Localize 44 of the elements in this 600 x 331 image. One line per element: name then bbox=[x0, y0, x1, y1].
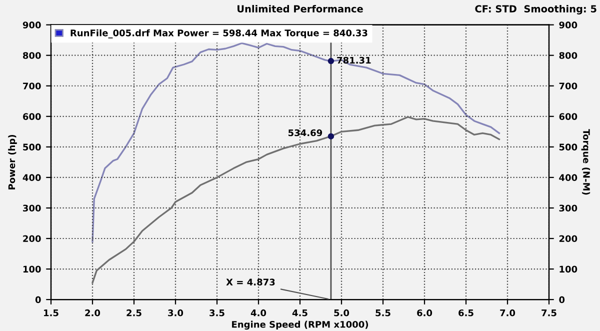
x-tick-label: 2.0 bbox=[85, 309, 100, 316]
y-tick-label: 500 bbox=[23, 144, 41, 150]
x-axis-title: Engine Speed (RPM x1000) bbox=[232, 320, 368, 330]
x-tick-label: 6.0 bbox=[417, 309, 432, 316]
y-tick-label: 400 bbox=[22, 174, 41, 182]
y2-tick-label: 300 bbox=[559, 204, 578, 212]
y2-tick-label: 500 bbox=[559, 144, 578, 150]
x-tick-label: 4.0 bbox=[250, 309, 266, 316]
y-tick-label: 100 bbox=[23, 266, 41, 273]
line-series bbox=[92, 116, 500, 284]
y2-tick-label: 800 bbox=[559, 52, 578, 59]
y-tick-label: 200 bbox=[23, 235, 41, 242]
x-tick-label: 1.5 bbox=[44, 310, 58, 316]
y-tick-label: 900 bbox=[22, 22, 41, 28]
y2-tick-label: 100 bbox=[560, 266, 578, 273]
legend-label: RunFile_005.drf Max Power = 598.44 Max Torque = 840.33 bbox=[70, 29, 368, 38]
y2-tick-label: 0 bbox=[559, 296, 565, 304]
x-tick-label: 5.0 bbox=[334, 309, 350, 316]
x-tick-label: 4.5 bbox=[292, 310, 308, 316]
line-series bbox=[92, 42, 500, 242]
y2-tick-label: 400 bbox=[559, 174, 578, 182]
x-tick-label: 6.5 bbox=[458, 309, 474, 316]
y-tick-label: 800 bbox=[22, 52, 41, 59]
x-tick-label: 3.5 bbox=[210, 309, 224, 316]
y-axis-title: Power (hp) bbox=[8, 134, 17, 190]
text: CF: STD Smoothing: 5 bbox=[475, 4, 596, 14]
y-tick-label: 300 bbox=[23, 204, 41, 212]
x-tick-label: 7.5 bbox=[542, 310, 556, 316]
y-tick-label: 600 bbox=[22, 113, 41, 120]
y2-tick-label: 700 bbox=[559, 82, 578, 90]
x-tick-label: 5.5 bbox=[376, 310, 390, 316]
y2-tick-label: 200 bbox=[559, 235, 578, 242]
annotation: 781.31 bbox=[337, 56, 371, 64]
annotation: 534.69 bbox=[288, 129, 322, 136]
y-tick-label: 0 bbox=[35, 296, 41, 304]
y-tick-label: 700 bbox=[23, 82, 41, 90]
x-tick-label: 3.0 bbox=[168, 309, 184, 316]
y2-tick-label: 600 bbox=[559, 113, 578, 120]
y2-axis-title: Torque (N-M) bbox=[581, 129, 590, 195]
y2-tick-label: 900 bbox=[559, 22, 578, 28]
chart-title: Unlimited Performance bbox=[238, 4, 363, 12]
ref-line-label: X = 4.873 bbox=[226, 278, 275, 286]
x-tick-label: 7.0 bbox=[500, 309, 516, 316]
x-tick-label: 2.5 bbox=[126, 309, 142, 316]
